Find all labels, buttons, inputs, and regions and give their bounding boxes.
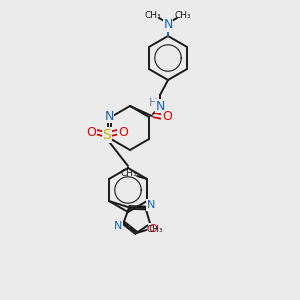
Text: CH₃: CH₃ [121, 169, 137, 178]
Text: H: H [149, 98, 157, 108]
Text: S: S [103, 128, 111, 142]
Text: O: O [149, 224, 158, 234]
Text: CH₃: CH₃ [145, 11, 161, 20]
Text: N: N [146, 200, 155, 210]
Text: O: O [118, 125, 128, 139]
Text: O: O [162, 110, 172, 124]
Text: N: N [114, 221, 123, 231]
Text: N: N [163, 19, 173, 32]
Text: N: N [104, 110, 114, 122]
Text: O: O [86, 125, 96, 139]
Text: CH₃: CH₃ [146, 226, 163, 235]
Text: CH₃: CH₃ [175, 11, 191, 20]
Text: N: N [155, 100, 165, 112]
